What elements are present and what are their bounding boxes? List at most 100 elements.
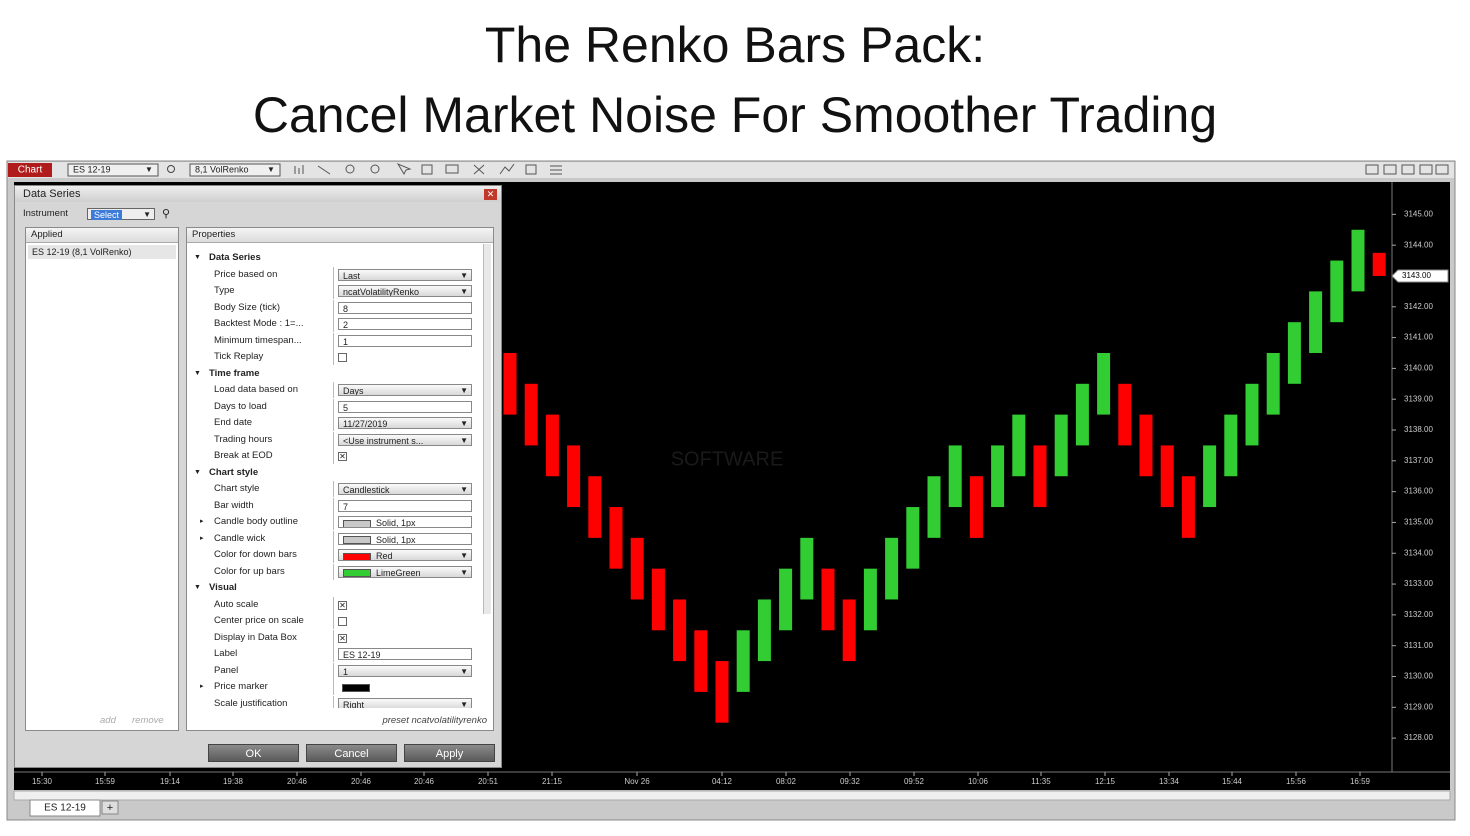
checkbox[interactable]: ✕ bbox=[338, 600, 347, 610]
checkbox[interactable] bbox=[338, 617, 347, 626]
text-field[interactable]: 8 bbox=[338, 301, 472, 314]
property-row: Color for up bars LimeGreen ▼ bbox=[187, 563, 477, 580]
renko-brick bbox=[630, 537, 644, 600]
y-tick-label: 3142.00 bbox=[1404, 302, 1433, 311]
divider bbox=[333, 266, 334, 283]
renko-brick bbox=[545, 414, 559, 477]
text-field[interactable]: 5 bbox=[338, 400, 472, 413]
instrument-dropdown-text: ES 12-19 bbox=[73, 164, 111, 174]
renko-brick bbox=[1309, 291, 1323, 353]
bottom-tab[interactable] bbox=[29, 799, 101, 817]
color-swatch bbox=[343, 536, 371, 544]
dropdown[interactable]: Days ▼ bbox=[338, 384, 472, 396]
text-field[interactable]: Solid, 1px bbox=[338, 532, 472, 545]
dropdown[interactable]: 11/27/2019 ▼ bbox=[338, 417, 472, 429]
property-grid: ▼ Data Series Price based on Last ▼ Type ncatV… bbox=[187, 250, 483, 708]
scrollbar[interactable] bbox=[13, 790, 1451, 801]
applied-item[interactable]: ES 12-19 (8,1 VolRenko) bbox=[28, 245, 176, 259]
dropdown[interactable]: Red ▼ bbox=[338, 549, 472, 561]
checkbox[interactable]: ✕ bbox=[338, 452, 347, 461]
divider bbox=[333, 514, 334, 530]
text-field[interactable]: 2 bbox=[338, 318, 472, 330]
renko-brick bbox=[1181, 476, 1195, 538]
divider bbox=[333, 448, 334, 464]
y-tick-label: 3139.00 bbox=[1404, 394, 1433, 403]
dropdown[interactable]: 1 ▼ bbox=[338, 664, 472, 677]
property-row: Load data based on Days ▼ bbox=[187, 382, 477, 398]
x-tick-label: 20:46 bbox=[414, 777, 435, 786]
dropdown-arrow: ▼ bbox=[267, 165, 275, 174]
cancel-button[interactable]: Cancel bbox=[306, 744, 397, 762]
property-label: Center price on scale bbox=[214, 615, 304, 626]
x-tick-label: 16:59 bbox=[1350, 777, 1371, 786]
y-tick-label: 3135.00 bbox=[1404, 518, 1433, 527]
section-row[interactable]: ▼ Time frame bbox=[187, 366, 477, 382]
renko-brick bbox=[991, 445, 1005, 508]
property-row: Bar width 7 bbox=[187, 497, 477, 514]
dropdown[interactable]: Right ▼ bbox=[338, 697, 472, 708]
section-title: Chart style bbox=[209, 466, 259, 478]
expand-arrow: ▸ bbox=[200, 683, 204, 690]
renko-brick bbox=[1224, 414, 1238, 477]
instrument-dropdown[interactable] bbox=[67, 163, 159, 177]
instrument-select-text: Select bbox=[91, 210, 123, 220]
checkbox[interactable]: ✕ bbox=[338, 633, 347, 643]
property-label: Candle body outline bbox=[214, 516, 298, 527]
text-field[interactable]: Solid, 1px bbox=[338, 516, 472, 528]
add-tab-button[interactable] bbox=[101, 800, 119, 815]
x-tick-label: 19:14 bbox=[160, 777, 181, 786]
checkbox[interactable] bbox=[338, 353, 347, 362]
text-field[interactable]: ES 12-19 bbox=[338, 648, 472, 660]
property-value: 1 bbox=[343, 666, 349, 677]
toolbar-icons[interactable] bbox=[294, 162, 1449, 176]
search-icon[interactable] bbox=[167, 165, 175, 173]
collapse-arrow: ▼ bbox=[194, 369, 201, 377]
text-field[interactable] bbox=[338, 681, 472, 693]
renko-brick bbox=[715, 661, 729, 723]
property-row: Body Size (tick) 8 bbox=[187, 299, 477, 316]
applied-panel: Applied ES 12-19 (8,1 VolRenko) add remo… bbox=[25, 227, 179, 731]
section-row[interactable]: ▼ Data Series bbox=[187, 250, 477, 266]
chart-tab[interactable] bbox=[8, 163, 52, 177]
bar-type-dropdown[interactable] bbox=[189, 163, 281, 177]
x-tick-label: 12:15 bbox=[1095, 777, 1116, 786]
instrument-select[interactable]: Select ▼ bbox=[87, 208, 155, 220]
renko-brick bbox=[948, 445, 962, 508]
section-row[interactable]: ▼ Visual bbox=[187, 580, 477, 596]
property-label: End date bbox=[214, 417, 253, 428]
ok-button[interactable]: OK bbox=[208, 744, 299, 762]
property-value: <Use instrument s... bbox=[343, 435, 424, 446]
dropdown-arrow: ▼ bbox=[145, 165, 153, 174]
add-link[interactable]: add bbox=[100, 715, 116, 726]
renko-brick bbox=[1287, 322, 1301, 384]
dropdown[interactable]: Candlestick ▼ bbox=[338, 483, 472, 495]
x-tick-label: 20:51 bbox=[478, 777, 499, 786]
dropdown-arrow: ▼ bbox=[460, 567, 468, 577]
divider bbox=[333, 415, 334, 431]
renko-brick bbox=[800, 537, 814, 600]
dropdown-arrow: ▼ bbox=[460, 485, 468, 494]
apply-button[interactable]: Apply bbox=[404, 744, 495, 762]
property-row: ▸ Price marker bbox=[187, 679, 477, 695]
dropdown[interactable]: ncatVolatilityRenko ▼ bbox=[338, 285, 472, 297]
close-button[interactable]: ✕ bbox=[484, 189, 497, 200]
dropdown[interactable]: LimeGreen ▼ bbox=[338, 565, 472, 578]
divider bbox=[333, 662, 334, 679]
dropdown[interactable]: Last ▼ bbox=[338, 268, 472, 281]
scrollbar[interactable] bbox=[483, 244, 491, 614]
preset-label: preset ncatvolatilityrenko bbox=[382, 715, 487, 726]
search-icon[interactable]: ⚲ bbox=[162, 208, 171, 220]
y-tick-label: 3133.00 bbox=[1404, 579, 1433, 588]
toolbar bbox=[8, 162, 1454, 178]
section-row[interactable]: ▼ Chart style bbox=[187, 465, 477, 481]
divider bbox=[333, 596, 334, 613]
divider bbox=[333, 695, 334, 708]
text-field[interactable]: 7 bbox=[338, 499, 472, 512]
text-field[interactable]: 1 bbox=[338, 334, 472, 347]
remove-link[interactable]: remove bbox=[132, 715, 164, 726]
property-label: Label bbox=[214, 648, 238, 659]
dropdown[interactable]: <Use instrument s... ▼ bbox=[338, 433, 472, 446]
property-row: Price based on Last ▼ bbox=[187, 266, 477, 283]
y-tick-label: 3145.00 bbox=[1404, 209, 1433, 218]
bar-type-dropdown-text: 8,1 VolRenko bbox=[195, 164, 249, 174]
